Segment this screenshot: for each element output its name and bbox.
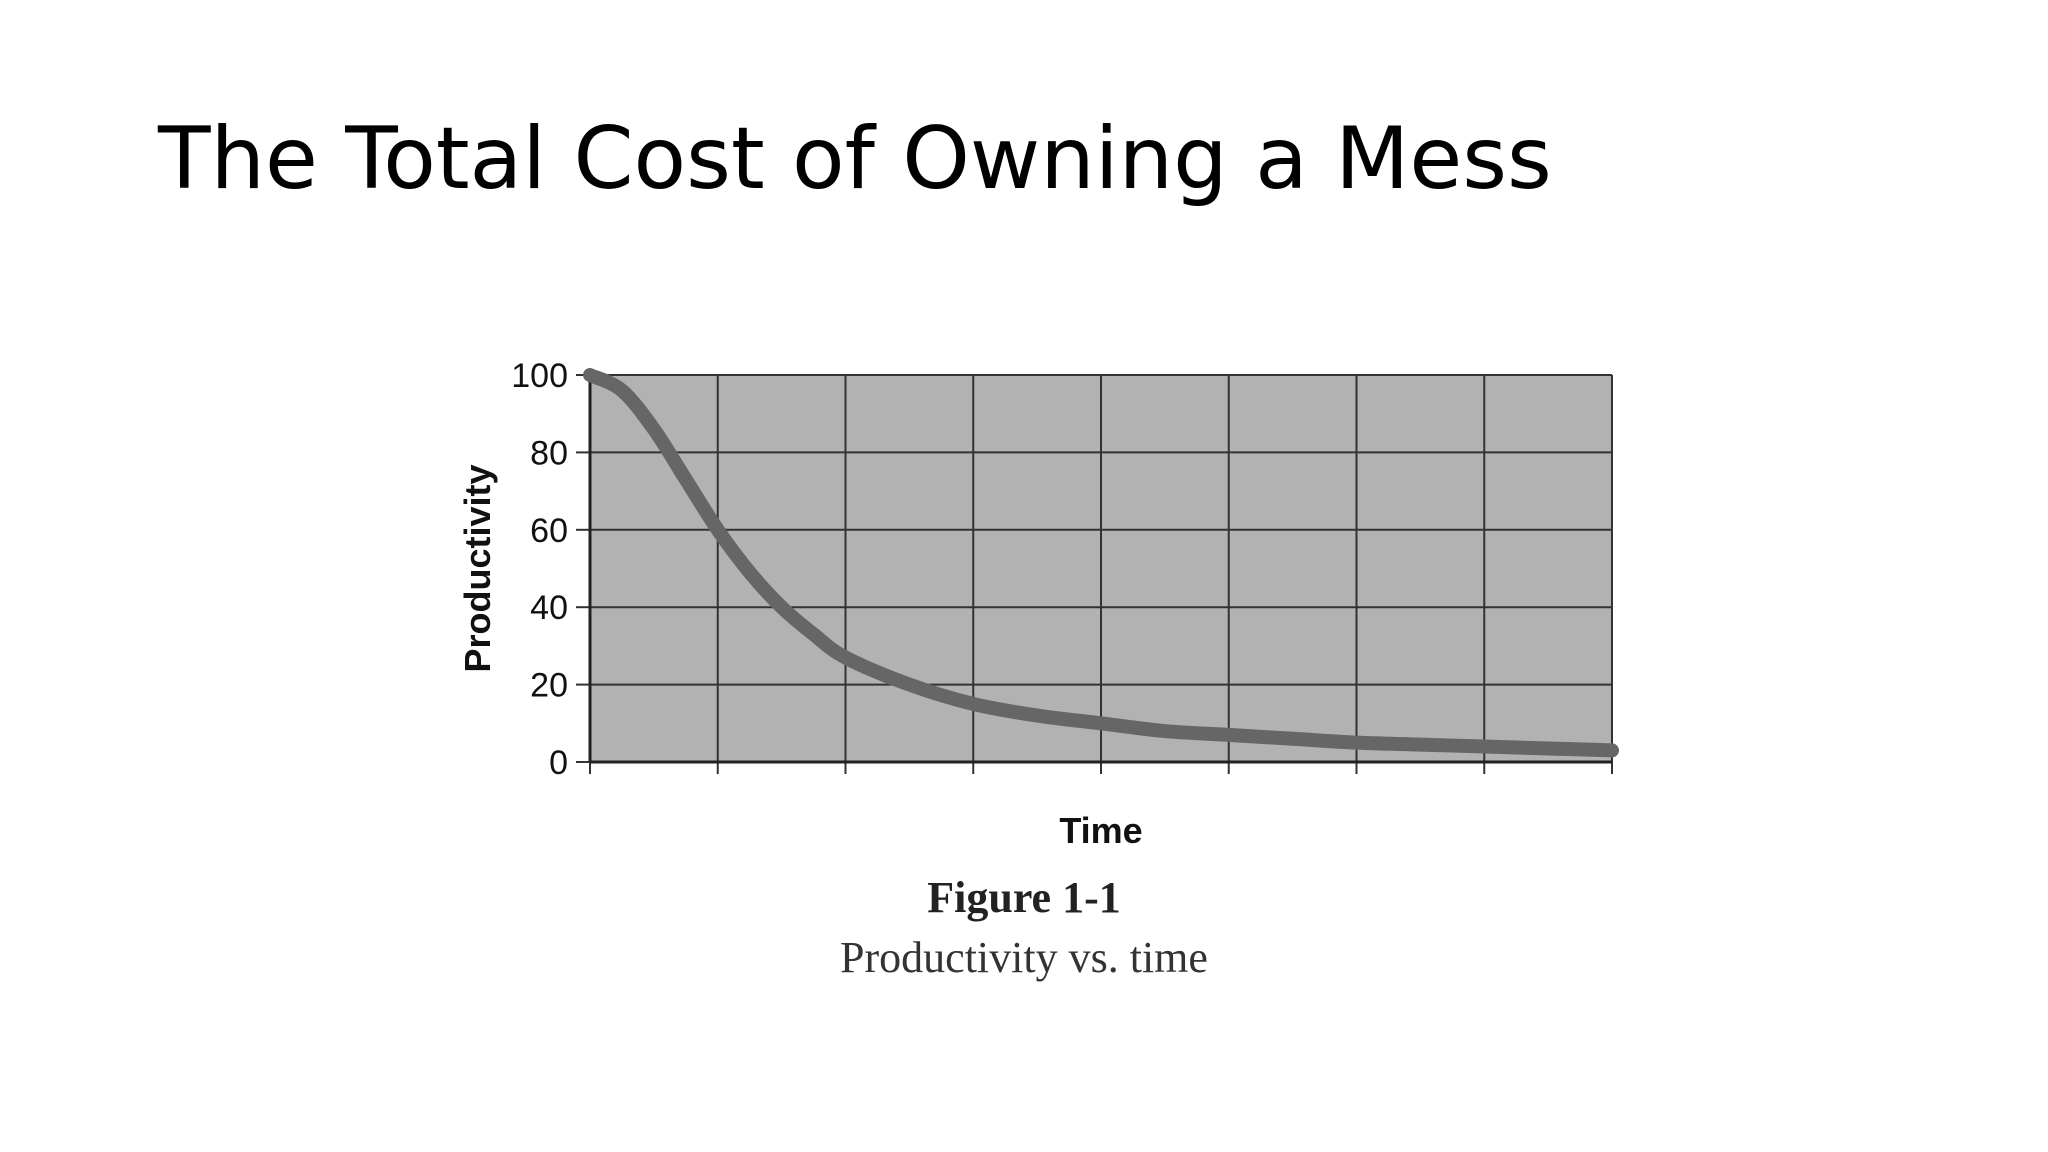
y-tick-label: 100 (511, 357, 568, 395)
series-layer (583, 368, 1619, 758)
productivity-series-line (583, 368, 1619, 758)
y-tick-label: 60 (530, 512, 568, 550)
x-axis-label: Time (1059, 810, 1142, 851)
y-tick-label: 40 (530, 589, 568, 627)
figure-caption: Productivity vs. time (840, 933, 1208, 982)
figure-label: Figure 1-1 (927, 873, 1121, 922)
y-tick-label: 0 (549, 744, 568, 782)
y-tick-label: 20 (530, 667, 568, 705)
y-tick-labels: 0 20 40 60 80 100 (511, 357, 568, 782)
axes (576, 374, 1613, 774)
y-axis-label: Productivity (457, 464, 498, 672)
slide-title: The Total Cost of Owning a Mess (158, 109, 1552, 209)
y-tick-label: 80 (530, 434, 568, 472)
